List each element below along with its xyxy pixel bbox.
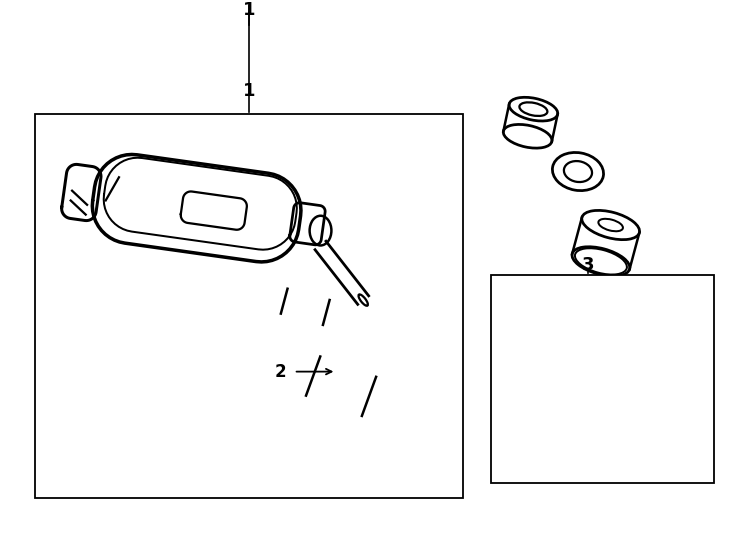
- Text: 3: 3: [581, 255, 594, 274]
- Bar: [491, 274, 713, 483]
- Bar: [35, 114, 463, 498]
- Text: 1: 1: [243, 82, 255, 100]
- Text: 2: 2: [275, 363, 286, 381]
- Text: 1: 1: [243, 1, 255, 19]
